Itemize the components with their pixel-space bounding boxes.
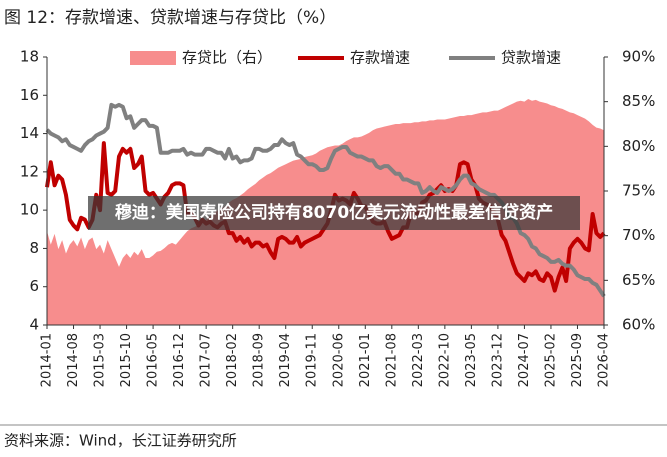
x-tick-label: 2020-06 — [331, 333, 346, 387]
overlay-banner: 穆迪：美国寿险公司持有8070亿美元流动性最差信贷资产 — [88, 196, 580, 230]
x-tick-label: 2019-04 — [278, 333, 293, 387]
x-tick-label: 2024-07 — [517, 333, 532, 387]
x-tick-label: 2016-12 — [172, 333, 187, 387]
y2-tick-label: 60% — [622, 316, 655, 334]
y-tick-label: 18 — [20, 48, 39, 66]
x-tick-label: 2015-10 — [119, 333, 134, 387]
x-tick-label: 2025-02 — [543, 333, 558, 387]
y-tick-label: 4 — [29, 316, 39, 334]
x-tick-label: 2014-01 — [40, 333, 55, 387]
x-tick-label: 2014-08 — [66, 333, 81, 387]
x-tick-label: 2018-09 — [252, 333, 267, 387]
y-tick-label: 14 — [20, 124, 39, 142]
x-tick-label: 2026-04 — [597, 333, 612, 387]
y2-tick-label: 85% — [622, 92, 655, 110]
x-tick-label: 2021-08 — [384, 333, 399, 387]
y-tick-label: 16 — [20, 86, 39, 104]
legend-label: 存贷比（右） — [182, 49, 272, 67]
y-tick-label: 10 — [20, 201, 39, 219]
y2-tick-label: 80% — [622, 137, 655, 155]
x-tick-label: 2017-07 — [199, 333, 214, 387]
y-tick-label: 12 — [20, 162, 39, 180]
x-tick-label: 2022-10 — [437, 333, 452, 387]
x-tick-label: 2025-09 — [570, 333, 585, 387]
legend-label: 贷款增速 — [501, 49, 561, 67]
legend-label: 存款增速 — [350, 49, 410, 67]
source: 资料来源：Wind，长江证券研究所 — [4, 432, 237, 450]
y-tick-label: 6 — [29, 277, 39, 295]
y2-tick-label: 70% — [622, 226, 655, 244]
x-tick-label: 2021-01 — [358, 333, 373, 387]
x-tick-label: 2018-02 — [225, 333, 240, 387]
x-tick-label: 2023-12 — [490, 333, 505, 387]
x-tick-label: 2019-11 — [305, 333, 320, 387]
y2-tick-label: 65% — [622, 271, 655, 289]
x-tick-label: 2015-03 — [93, 333, 108, 387]
x-tick-label: 2016-05 — [146, 333, 161, 387]
x-tick-label: 2023-05 — [464, 333, 479, 387]
x-tick-label: 2022-03 — [411, 333, 426, 387]
y2-tick-label: 75% — [622, 182, 655, 200]
legend-swatch — [130, 51, 176, 65]
y-tick-label: 8 — [29, 239, 39, 257]
chart-title: 图 12：存款增速、贷款增速与存贷比（%） — [4, 8, 336, 28]
y2-tick-label: 90% — [622, 48, 655, 66]
